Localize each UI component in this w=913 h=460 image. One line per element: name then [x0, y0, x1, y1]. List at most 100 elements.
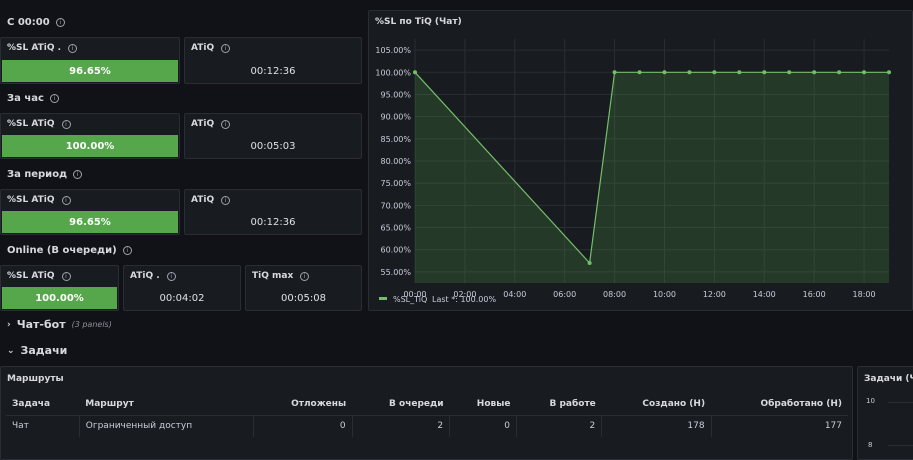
grid-line [888, 402, 913, 403]
y-tick-label: 10 [866, 397, 875, 405]
row-title: Задачи [20, 344, 68, 357]
chevron-down-icon: ⌄ [7, 345, 15, 356]
panel-title: Задачи (Ча [864, 374, 913, 384]
panel-title: %SL ATiQ [7, 119, 55, 129]
y-tick-label: 95.00% [380, 90, 411, 99]
data-point [812, 70, 817, 75]
sl-atiq-panel-period: %SL ATiQ i 96.65% [0, 189, 180, 235]
panel-title: Маршруты [7, 374, 64, 384]
info-icon[interactable]: i [49, 94, 59, 103]
group-title-since-midnight: С 00:00 i [7, 17, 65, 28]
info-icon[interactable]: i [61, 271, 71, 281]
chevron-right-icon: › [7, 319, 11, 330]
data-point [762, 70, 767, 75]
info-icon[interactable]: i [61, 119, 71, 129]
tasks-chart-panel: Задачи (Ча 10 8 [857, 366, 913, 460]
table-cell: 0 [253, 415, 353, 437]
atiq-value: 00:12:36 [250, 66, 296, 77]
info-icon[interactable]: i [122, 246, 132, 255]
column-header[interactable]: Обработано (Н) [711, 393, 848, 416]
sl-by-tiq-chart-panel: %SL по TiQ (Чат) 55.00% 60.00% 65.00% 70.00… [368, 10, 913, 311]
sl-by-tiq-chart: 55.00% 60.00% 65.00% 70.00% 75.00% 80.00% 85.0… [375, 39, 891, 304]
x-tick-label: 12:00 [703, 290, 726, 299]
table-cell: 178 [601, 415, 712, 437]
y-tick-label: 75.00% [380, 179, 411, 188]
column-header[interactable]: Задача [6, 393, 80, 416]
x-tick-label: 06:00 [553, 290, 576, 299]
y-tick-label: 85.00% [380, 135, 411, 144]
info-icon[interactable]: i [300, 271, 310, 281]
table-cell: 2 [352, 415, 451, 437]
series-area [415, 72, 889, 283]
data-point [637, 70, 642, 75]
data-point [662, 70, 667, 75]
tiq-max-value: 00:05:08 [281, 293, 326, 304]
group-title-online: Online (В очереди) i [7, 245, 132, 256]
tiq-max-panel-online: TiQ max i 00:05:08 [245, 265, 362, 311]
info-icon[interactable]: i [61, 195, 71, 205]
atiq-panel-since-midnight: ATiQ i 00:12:36 [184, 37, 362, 84]
x-tick-label: 02:00 [453, 290, 476, 299]
y-tick-label: 60.00% [380, 246, 411, 255]
info-icon[interactable]: i [73, 170, 83, 179]
info-icon[interactable]: i [221, 195, 231, 205]
y-tick-label: 90.00% [380, 113, 411, 122]
data-point [737, 70, 742, 75]
row-title: Чат-бот [16, 318, 66, 331]
group-title-period: За период i [7, 169, 83, 180]
x-tick-label: 14:00 [753, 290, 776, 299]
panel-title: ATiQ [191, 43, 215, 53]
table-header-row: Задача Маршрут Отложены В очереди Новые В раб… [6, 393, 848, 416]
x-tick-label: 16:00 [803, 290, 826, 299]
atiq-panel-online: ATiQ . i 00:04:02 [123, 265, 241, 311]
panel-title: TiQ max [252, 271, 294, 281]
sl-value: 100.00% [2, 287, 117, 309]
panel-title: ATiQ . [130, 271, 160, 281]
info-icon[interactable]: i [55, 18, 65, 27]
column-header[interactable]: В очереди [352, 393, 450, 416]
column-header[interactable]: Новые [449, 393, 517, 416]
row-panel-count: (3 panels) [71, 320, 112, 329]
chart-title: %SL по TiQ (Чат) [375, 17, 462, 27]
x-tick-label: 18:00 [853, 290, 876, 299]
atiq-panel-last-hour: ATiQ i 00:05:03 [184, 113, 362, 159]
info-icon[interactable]: i [221, 43, 231, 53]
x-tick-label: 04:00 [503, 290, 526, 299]
atiq-value: 00:05:03 [250, 141, 296, 152]
y-tick-label: 105.00% [375, 46, 411, 55]
legend-series-label: %SL_TiQ [393, 295, 427, 304]
table-cell: 2 [516, 415, 603, 437]
column-header[interactable]: Маршрут [79, 393, 254, 416]
routes-table: Задача Маршрут Отложены В очереди Новые В раб… [6, 393, 848, 437]
y-tick-label: 100.00% [375, 68, 411, 77]
y-tick-label: 80.00% [380, 157, 411, 166]
info-icon[interactable]: i [166, 271, 176, 281]
x-tick-label: 10:00 [653, 290, 676, 299]
row-chatbot[interactable]: › Чат-бот (3 panels) [7, 318, 112, 331]
row-tasks[interactable]: ⌄ Задачи [7, 344, 67, 357]
sl-atiq-panel-last-hour: %SL ATiQ i 100.00% [0, 113, 180, 159]
y-tick-label: 55.00% [380, 268, 411, 277]
panel-title: ATiQ [191, 119, 215, 129]
data-point [413, 70, 417, 75]
column-header[interactable]: В работе [516, 393, 602, 416]
atiq-value: 00:12:36 [250, 217, 296, 228]
column-header[interactable]: Отложены [253, 393, 353, 416]
data-point [587, 261, 592, 266]
x-tick-label: 00:00 [403, 290, 426, 299]
data-point [712, 70, 717, 75]
sl-atiq-panel-online: %SL ATiQ i 100.00% [0, 265, 119, 311]
table-cell: Ограниченный доступ [79, 415, 255, 437]
grid-line [888, 445, 913, 446]
column-header[interactable]: Создано (Н) [601, 393, 712, 416]
sl-atiq-panel-since-midnight: %SL ATiQ . i 96.65% [0, 37, 180, 84]
info-icon[interactable]: i [68, 43, 78, 53]
y-tick-label: 70.00% [380, 201, 411, 210]
data-point [837, 70, 842, 75]
table-row: Чат Ограниченный доступ 0 2 0 2 178 177 [6, 415, 848, 437]
legend-stat-label: Last *: 100.00% [432, 295, 496, 304]
group-title-last-hour: За час i [7, 93, 59, 104]
routes-panel: Маршруты Задача Маршрут Отложены В очереди Н… [0, 366, 853, 460]
legend-swatch [379, 297, 387, 300]
info-icon[interactable]: i [221, 119, 231, 129]
